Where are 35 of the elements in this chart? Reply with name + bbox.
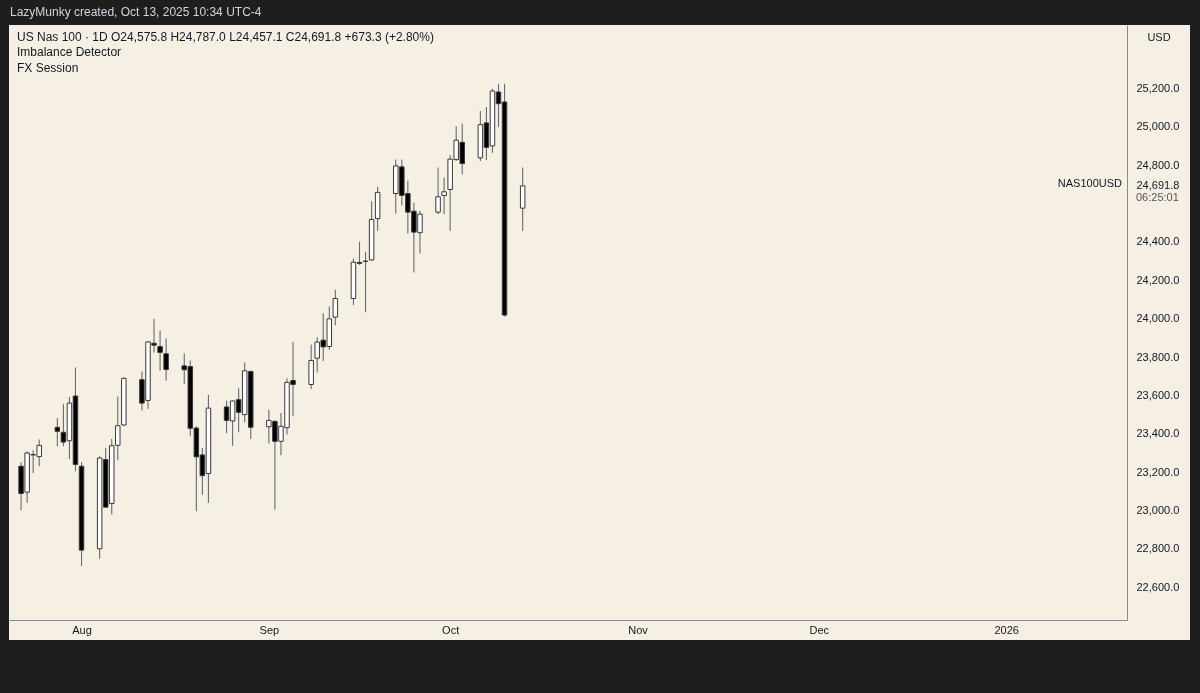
y-tick-label: 24,000.0 [1136, 312, 1180, 325]
y-tick-label: 23,000.0 [1136, 504, 1180, 517]
candlestick [157, 330, 163, 372]
candlestick [435, 166, 441, 215]
x-tick-label: Aug [72, 623, 92, 636]
candlestick [441, 176, 447, 215]
y-axis-title: USD [1147, 31, 1171, 43]
y-tick-label: 24,691.8 [1136, 179, 1180, 192]
y-tick-label: 22,800.0 [1136, 542, 1180, 555]
annotation: Imbalance Detector [17, 45, 122, 59]
y-tick-label: 24,800.0 [1136, 158, 1180, 171]
candlestick [308, 344, 314, 390]
y-tick-label: 24,200.0 [1136, 273, 1180, 286]
x-tick-label: 2026 [994, 623, 1019, 636]
y-tick-label: 23,600.0 [1136, 388, 1180, 401]
annotation: NAS100USD [1057, 177, 1123, 189]
chart-title: US Nas 100 · 1D O24,575.8 H24,787.0 L24,457.1 C24,691.8 +673.3 (+2.80%) [17, 30, 434, 44]
y-tick-label: 22,600.0 [1136, 580, 1180, 593]
x-tick-label: Nov [628, 623, 649, 636]
text: LazyMunky created, Oct 13, 2025 10:34 UTC-4 [10, 5, 262, 19]
candlestick [54, 417, 61, 447]
y-tick-label: 25,000.0 [1136, 120, 1180, 133]
text: 06:25:01 [1136, 191, 1179, 203]
candlestick [163, 337, 169, 382]
annotation: FX Session [17, 61, 79, 75]
y-tick-label: 23,200.0 [1136, 465, 1180, 478]
y-tick-label: 25,200.0 [1136, 81, 1180, 94]
y-tick-label: 23,400.0 [1136, 427, 1180, 440]
y-tick-label: 24,400.0 [1136, 235, 1180, 248]
candlestick [519, 167, 526, 232]
x-tick-label: Sep [259, 623, 280, 636]
y-tick-label: 23,800.0 [1136, 350, 1180, 363]
x-tick-label: Dec [809, 623, 830, 636]
candlestick [332, 289, 339, 326]
x-tick-label: Oct [442, 623, 460, 636]
